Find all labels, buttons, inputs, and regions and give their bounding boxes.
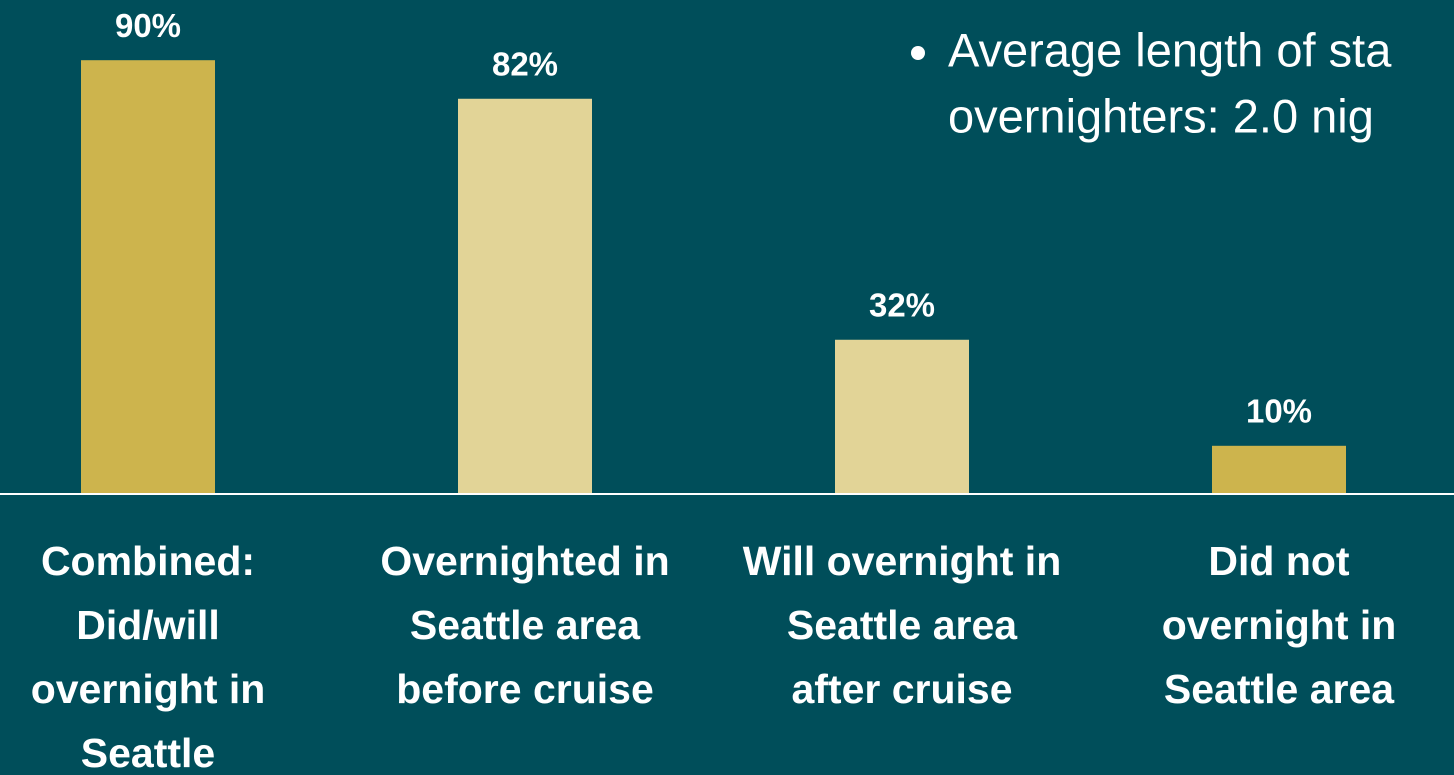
x-tick-label: overnight in [1162,602,1397,648]
x-tick-label: Overnighted in [380,538,669,584]
value-label: 10% [1246,393,1312,430]
value-label: 32% [869,286,935,323]
x-tick-label: Seattle area [787,602,1018,648]
annotation: overnighters: 2.0 nig [948,89,1374,142]
x-tick-label: Seattle area [410,602,641,648]
value-label: 82% [492,45,558,82]
x-tick-label: overnight in [31,666,266,712]
x-tick-label: Will overnight in [743,538,1062,584]
bullet [911,46,925,60]
value-label: 90% [115,7,181,44]
x-tick-label: Did/will [76,602,220,648]
bar [835,339,969,494]
x-tick-label: before cruise [396,666,654,712]
bar [458,98,592,494]
annotation: Average length of sta [948,23,1392,76]
bar [81,60,215,494]
x-tick-label: Did not [1208,538,1350,584]
x-tick-label: Combined: [41,538,255,584]
bar [1212,445,1346,494]
x-tick-label: Seattle area [1164,666,1395,712]
x-tick-label: after cruise [791,666,1012,712]
x-tick-label: Seattle [81,730,215,775]
